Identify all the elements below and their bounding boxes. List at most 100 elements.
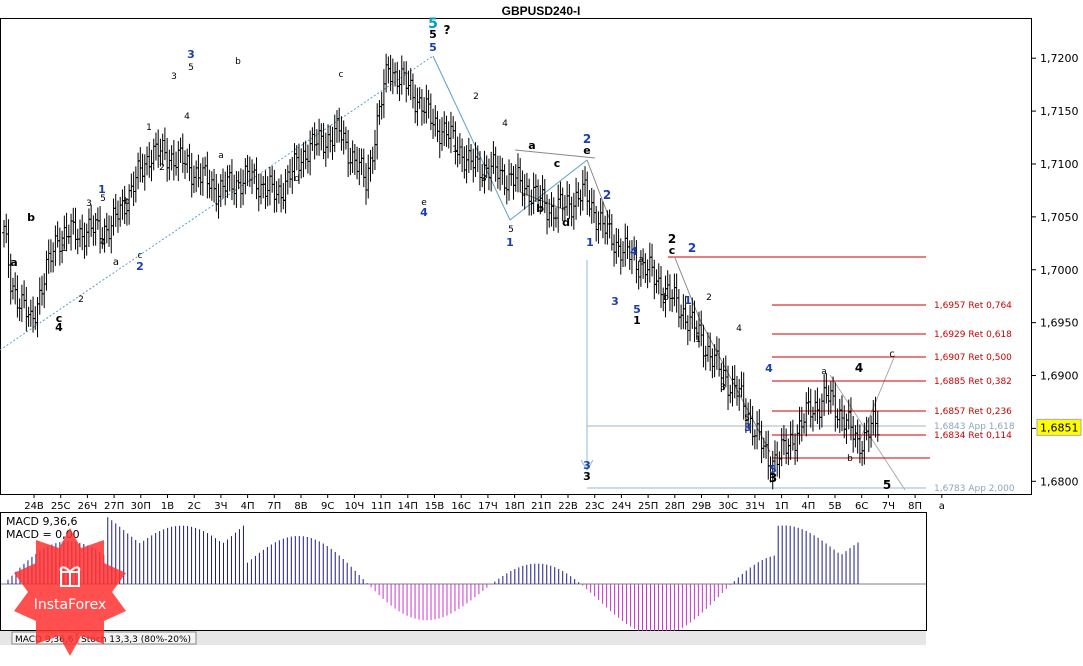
time-tick-label: 23С (585, 501, 605, 512)
time-tick-label: 29В (692, 501, 712, 512)
wave-label: 5 (769, 463, 777, 476)
projection-arrow (580, 459, 594, 471)
time-tick-label: 9С (321, 501, 334, 512)
fib-level-label: 1,6783 App 2,000 (934, 484, 1015, 494)
wave-label: 1 (61, 244, 67, 254)
wave-label: ? (444, 23, 451, 37)
time-tick-label: 11П (371, 501, 391, 512)
time-tick-label: 18П (504, 501, 524, 512)
fib-level-label: 1,6929 Ret 0,618 (934, 330, 1012, 340)
price-tick-label: 1,7050 (1040, 211, 1079, 224)
wave-label: c (138, 251, 143, 261)
wave-label: c (889, 349, 895, 360)
wave-label: 1 (684, 294, 692, 307)
wave-label: 4 (736, 324, 742, 334)
wave-label: 3 (583, 459, 591, 472)
time-tick-label: 15В (425, 501, 445, 512)
wave-label: 1 (452, 145, 458, 155)
time-tick-label: 7Ч (882, 501, 895, 512)
wave-label: a (10, 256, 17, 269)
time-axis: 24В 25С 26Ч 27П 30П 1В 2С 3Ч 4П 7П 8В 9С 10Ч 11П 14П 15… (24, 494, 945, 512)
time-tick-label: 1В (161, 501, 174, 512)
price-tick-label: 1,7000 (1040, 264, 1079, 277)
time-tick-label: 8В (294, 501, 307, 512)
time-tick-label: 4П (241, 501, 255, 512)
time-tick-label: 22В (558, 501, 578, 512)
indicator-panel-frame (0, 512, 927, 631)
price-axis: 1,7200 1,7150 1,7100 1,7050 1,7000 1,6950 1,69… (1031, 52, 1082, 488)
wave-label: 4 (855, 361, 863, 375)
wave-line (514, 149, 596, 159)
wave-line (674, 257, 701, 321)
wave-label: 5 (744, 414, 750, 424)
time-tick-label: 5В (828, 501, 841, 512)
wave-label: 3 (583, 470, 591, 483)
time-tick-label: 1П (775, 501, 789, 512)
wave-label: 2 (688, 241, 696, 255)
wave-label: 4 (100, 238, 106, 248)
time-tick-label: 21П (531, 501, 551, 512)
bottom-strip (0, 631, 926, 645)
wave-label: b (536, 202, 544, 215)
wave-label: a (638, 255, 644, 265)
wave-label: 3 (481, 174, 487, 184)
macd-histogram (7, 517, 859, 636)
wave-label: 5 (429, 41, 437, 54)
wave-label: b (27, 211, 35, 224)
time-tick-label: 10Ч (345, 501, 365, 512)
wave-line (432, 55, 511, 221)
wave-label: 3 (171, 72, 177, 82)
fib-level-label: 1,6834 Ret 0,114 (934, 431, 1012, 441)
tab-stoch-label: Stoch 13,3,3 (80%-20%) (81, 635, 191, 645)
time-tick-label: 4П (801, 501, 815, 512)
wave-label: 4 (630, 245, 638, 258)
time-tick-label: 24Ч (612, 501, 632, 512)
wave-label: d (294, 174, 300, 184)
wave-label: d (562, 216, 570, 229)
fib-level-label: 1,6843 App 1,618 (934, 422, 1015, 432)
wave-label: 2 (706, 293, 712, 303)
time-tick-label: 3Ч (214, 501, 227, 512)
wave-label: e (421, 198, 427, 208)
fibonacci-levels: 1,6957 Ret 0,764 1,6929 Ret 0,618 1,6907 R… (587, 301, 1015, 494)
price-bars (2, 53, 880, 490)
indicator-label-1: MACD 9,36,6 (6, 515, 77, 528)
wave-label: 1 (695, 335, 701, 345)
time-tick-label: 30П (131, 501, 151, 512)
wave-label: 5 (508, 225, 514, 235)
wave-label: 2 (583, 132, 591, 146)
wave-label: 5 (883, 478, 891, 492)
wave-label: c (669, 244, 676, 257)
wave-label: 5 (633, 303, 641, 316)
wave-label: 4 (502, 119, 508, 129)
wave-label: 2 (159, 163, 165, 173)
wave-label: 4 (765, 362, 773, 375)
price-tick-label: 1,7200 (1040, 52, 1079, 65)
wave-label: b (847, 454, 853, 464)
wave-line (509, 159, 588, 221)
current-price-box (1036, 418, 1082, 436)
time-tick-label: 14П (398, 501, 418, 512)
wave-label: a (218, 151, 224, 161)
time-tick-label: 26Ч (78, 501, 98, 512)
wave-label: 3 (611, 295, 619, 308)
wave-label: 3 (744, 421, 752, 434)
wave-label: b (124, 197, 130, 207)
wave-label: 3 (86, 199, 92, 209)
fib-level-label: 1,6957 Ret 0,764 (934, 301, 1012, 311)
wave-label: 1 (586, 236, 594, 249)
time-tick-label: 24В (24, 501, 44, 512)
time-tick-label: 25С (51, 501, 71, 512)
wave-label: 1 (506, 236, 514, 249)
wave-label: 1 (146, 123, 152, 133)
wave-label: 4 (420, 206, 428, 219)
wave-label: a (528, 139, 535, 152)
time-tick-label: а (939, 501, 945, 512)
time-tick-label: 17Ч (478, 501, 498, 512)
wave-label: c (339, 70, 344, 80)
time-tick-label: 16С (451, 501, 471, 512)
time-tick-label: 25П (638, 501, 658, 512)
